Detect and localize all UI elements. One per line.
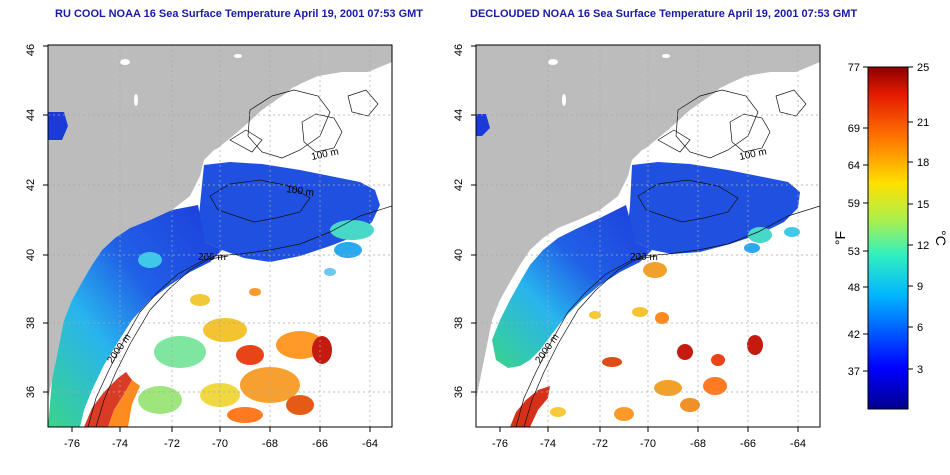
left-lat-tick-40: 40 [25, 249, 37, 261]
left-warm-patches [138, 220, 374, 423]
left-cold-water [198, 162, 380, 262]
right-lon-tick-70: -70 [640, 438, 656, 450]
colorbar-f-tick-64: 64 [848, 160, 860, 172]
right-lat-tick-38: 38 [453, 317, 465, 329]
right-lat-tick-42: 42 [453, 179, 465, 191]
right-land [476, 45, 820, 400]
right-lon-tick-72: -72 [592, 438, 608, 450]
right-map-panel: 100 m 200 m 2000 m -76 - [453, 44, 821, 450]
colorbar-c-tick-9: 9 [917, 281, 923, 293]
right-bathymetry-contours [515, 89, 820, 427]
right-graticule [476, 45, 820, 427]
right-lon-tick-68: -68 [690, 438, 706, 450]
right-contour-label-200m: 200 m [630, 252, 658, 263]
right-lon-tick-64: -64 [790, 438, 806, 450]
left-contour-label-100m-2: 100 m [286, 184, 315, 199]
colorbar-f-tick-69: 69 [848, 123, 860, 135]
colorbar-f-tick-77: 77 [848, 62, 860, 74]
colorbar: 77 69 64 59 53 48 42 37 25 21 18 15 12 9… [832, 62, 949, 410]
colorbar-c-tick-25: 25 [917, 62, 929, 74]
left-lat-tick-38: 38 [25, 317, 37, 329]
right-lat-tick-44: 44 [453, 109, 465, 121]
left-lon-tick-76: -76 [64, 438, 80, 450]
left-map-title: RU COOL NOAA 16 Sea Surface Temperature … [55, 8, 424, 20]
left-lat-tick-36: 36 [25, 386, 37, 398]
colorbar-c-tick-21: 21 [917, 117, 929, 129]
colorbar-f-tick-48: 48 [848, 282, 860, 294]
right-lat-tick-40: 40 [453, 249, 465, 261]
left-lon-tick-70: -70 [212, 438, 228, 450]
left-contour-label-200m: 200 m [198, 252, 226, 263]
left-lat-tick-42: 42 [25, 179, 37, 191]
right-lon-tick-74: -74 [540, 438, 556, 450]
left-shelf-water [48, 205, 222, 427]
left-lon-tick-64: -64 [362, 438, 378, 450]
colorbar-c-tick-18: 18 [917, 157, 929, 169]
left-lat-tick-46: 46 [25, 44, 37, 56]
left-lon-tick-66: -66 [312, 438, 328, 450]
right-lat-tick-36: 36 [453, 386, 465, 398]
colorbar-c-tick-3: 3 [917, 364, 923, 376]
colorbar-c-tick-12: 12 [917, 240, 929, 252]
colorbar-f-tick-59: 59 [848, 198, 860, 210]
left-map-panel: 100 m 100 m 200 m 2000 m [25, 44, 393, 450]
right-lon-tick-66: -66 [740, 438, 756, 450]
colorbar-c-tick-6: 6 [917, 322, 923, 334]
left-lat-tick-44: 44 [25, 109, 37, 121]
left-graticule [48, 45, 392, 427]
left-lon-tick-68: -68 [262, 438, 278, 450]
right-shelf-water [492, 205, 652, 368]
left-lon-tick-72: -72 [164, 438, 180, 450]
left-lon-tick-74: -74 [112, 438, 128, 450]
colorbar-c-tick-15: 15 [917, 199, 929, 211]
colorbar-f-label: °F [832, 231, 848, 245]
colorbar-f-tick-53: 53 [848, 246, 860, 258]
left-land [48, 45, 392, 400]
colorbar-f-tick-42: 42 [848, 329, 860, 341]
right-lat-tick-46: 46 [453, 44, 465, 56]
colorbar-f-tick-37: 37 [848, 366, 860, 378]
right-map-title: DECLOUDED NOAA 16 Sea Surface Temperatur… [470, 8, 858, 20]
right-lon-tick-76: -76 [492, 438, 508, 450]
colorbar-c-label: °C [933, 230, 949, 246]
colorbar-gradient [867, 66, 909, 410]
